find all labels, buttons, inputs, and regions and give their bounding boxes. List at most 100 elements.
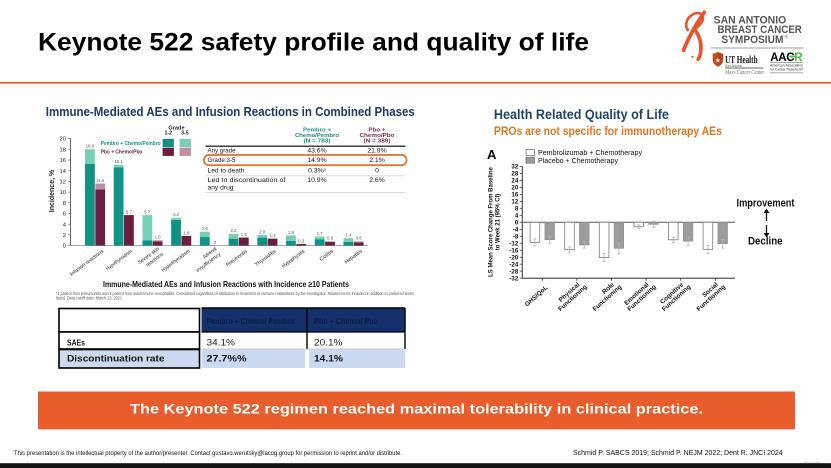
svg-text:1.0: 1.0 xyxy=(155,235,162,240)
svg-text:0: 0 xyxy=(214,240,217,245)
svg-text:24: 24 xyxy=(511,178,518,185)
svg-text:1-2: 1-2 xyxy=(165,131,173,137)
svg-text:PROs are not specific for immu: PROs are not specific for immunotherapy … xyxy=(494,124,722,138)
svg-text:Any grade: Any grade xyxy=(208,148,236,155)
svg-text:4: 4 xyxy=(63,222,67,228)
svg-text:1.8: 1.8 xyxy=(183,230,190,235)
svg-text:EmotionalFunctioning: EmotionalFunctioning xyxy=(622,279,658,313)
svg-text:Hypophysitis: Hypophysitis xyxy=(281,248,307,269)
svg-text:Colitis: Colitis xyxy=(319,248,336,263)
svg-text:American Association: American Association xyxy=(770,64,803,68)
svg-text:-16: -16 xyxy=(509,247,519,254)
svg-text:(N = 783): (N = 783) xyxy=(304,139,331,145)
svg-text:Pneumonitis: Pneumonitis xyxy=(225,248,249,268)
svg-text:14.1%: 14.1% xyxy=(314,353,344,364)
svg-text:Pembro + Chemo/ Pembro: Pembro + Chemo/ Pembro xyxy=(207,316,295,326)
svg-text:-8: -8 xyxy=(513,234,519,241)
svg-text:Adrenalinsufficiency: Adrenalinsufficiency xyxy=(191,246,222,274)
svg-text:SAEs: SAEs xyxy=(67,337,85,347)
svg-text:2.6%: 2.6% xyxy=(369,177,385,184)
svg-text:-4: -4 xyxy=(513,227,519,234)
svg-text:0: 0 xyxy=(63,244,66,250)
svg-text:Placebo + Chemotherapy: Placebo + Chemotherapy xyxy=(538,158,619,165)
svg-text:Immune-Mediated AEs and Infusi: Immune-Mediated AEs and Infusion Reactio… xyxy=(46,104,415,119)
svg-text:AACR: AACR xyxy=(770,52,803,64)
svg-text:SocialFunctioning: SocialFunctioning xyxy=(691,279,727,313)
svg-text:Led to discontinuation of: Led to discontinuation of xyxy=(208,177,286,184)
svg-text:16: 16 xyxy=(511,192,518,199)
svg-text:-12: -12 xyxy=(509,240,519,247)
svg-text:This presentation is the intel: This presentation is the intellectual pr… xyxy=(14,450,402,457)
svg-text:16: 16 xyxy=(60,158,66,164)
svg-text:18: 18 xyxy=(60,147,66,153)
svg-text:2.0: 2.0 xyxy=(259,229,266,234)
svg-text:14: 14 xyxy=(60,169,67,175)
svg-text:6: 6 xyxy=(63,212,66,218)
svg-text:1.3: 1.3 xyxy=(270,233,277,238)
svg-text:5.2: 5.2 xyxy=(173,212,180,217)
svg-text:-20: -20 xyxy=(509,254,519,261)
svg-text:14.9%: 14.9% xyxy=(307,157,326,164)
svg-text:A: A xyxy=(487,147,497,162)
svg-text:RoleFunctioning: RoleFunctioning xyxy=(587,279,623,313)
svg-text:Mays Cancer Center: Mays Cancer Center xyxy=(725,70,764,76)
svg-text:-24: -24 xyxy=(509,261,519,268)
svg-text:UT Health: UT Health xyxy=(725,55,758,66)
svg-text:for Cancer Research®: for Cancer Research® xyxy=(770,68,803,72)
svg-text:2.1%: 2.1% xyxy=(369,157,385,164)
svg-text:Hyperthyroidism: Hyperthyroidism xyxy=(161,249,192,274)
svg-text:0: 0 xyxy=(515,220,519,227)
svg-text:Health Related Quality of Life: Health Related Quality of Life xyxy=(494,107,669,122)
svg-text:Incidence, %: Incidence, % xyxy=(49,169,56,212)
svg-text:5.7: 5.7 xyxy=(126,210,133,215)
svg-text:Pembrolizumab + Chemotherapy: Pembrolizumab + Chemotherapy xyxy=(538,150,642,157)
svg-text:PhysicalFunctioning: PhysicalFunctioning xyxy=(553,279,589,313)
svg-text:28: 28 xyxy=(511,171,518,178)
svg-text:Discontinuation rate: Discontinuation rate xyxy=(67,354,165,364)
svg-text:any drug: any drug xyxy=(208,184,234,191)
svg-text:12: 12 xyxy=(60,180,66,186)
svg-text:32: 32 xyxy=(511,164,518,171)
svg-text:CognitiveFunctioning: CognitiveFunctioning xyxy=(657,279,693,313)
svg-text:27.7%%: 27.7%% xyxy=(207,353,248,364)
svg-text:0.3: 0.3 xyxy=(298,238,305,243)
svg-text:Pbo +: Pbo + xyxy=(369,128,387,134)
svg-text:11.6: 11.6 xyxy=(96,178,105,183)
svg-text:0.8: 0.8 xyxy=(327,236,334,241)
svg-text:SAN ANTONIO: SAN ANTONIO xyxy=(714,14,787,26)
svg-text:10.9%: 10.9% xyxy=(307,177,326,184)
svg-text:4: 4 xyxy=(515,213,519,220)
svg-text:21.9%: 21.9% xyxy=(367,148,386,155)
svg-text:LS Mean Score Change From Base: LS Mean Score Change From Baseline xyxy=(489,166,495,276)
svg-text:Hypothyroidism: Hypothyroidism xyxy=(105,249,134,273)
svg-text:12: 12 xyxy=(511,199,518,206)
svg-text:1.4: 1.4 xyxy=(345,233,352,238)
svg-text:BREAST CANCER: BREAST CANCER xyxy=(718,24,803,36)
svg-text:2: 2 xyxy=(63,233,66,239)
svg-text:Pbo + Chemo/ Pbo: Pbo + Chemo/ Pbo xyxy=(314,316,378,326)
svg-text:Keynote 522 safety profile and: Keynote 522 safety profile and quality o… xyxy=(38,29,589,57)
svg-text:5.7: 5.7 xyxy=(144,210,151,215)
svg-text:(N = 389): (N = 389) xyxy=(364,139,391,145)
svg-text:to Week 21 (95% CI): to Week 21 (95% CI) xyxy=(496,194,502,251)
svg-text:Hepatitis: Hepatitis xyxy=(344,248,364,265)
svg-text:1.5: 1.5 xyxy=(241,232,248,237)
svg-text:18.0: 18.0 xyxy=(86,144,95,149)
svg-text:Led to death: Led to death xyxy=(208,167,245,174)
svg-text:Decline: Decline xyxy=(748,236,783,248)
svg-text:0: 0 xyxy=(375,167,379,174)
svg-text:20: 20 xyxy=(60,137,66,143)
svg-text:Grade 3-5: Grade 3-5 xyxy=(208,157,236,164)
svg-text:1.9: 1.9 xyxy=(288,230,295,235)
svg-text:1.7: 1.7 xyxy=(317,231,324,236)
svg-text:0.8: 0.8 xyxy=(356,236,363,241)
svg-text:Thyroiditis: Thyroiditis xyxy=(254,248,278,268)
svg-text:3-5: 3-5 xyxy=(181,131,189,137)
svg-text:GHS/QoL: GHS/QoL xyxy=(524,284,550,308)
svg-text:*1 patient from pneumonitis an: *1 patient from pneumonitis and 1 patien… xyxy=(56,291,414,296)
svg-text:20.1%: 20.1% xyxy=(314,336,343,347)
svg-text:34.1%: 34.1% xyxy=(207,336,236,347)
svg-text:The Keynote 522 regimen reache: The Keynote 522 regimen reached maximal … xyxy=(130,401,703,417)
svg-text:Improvement: Improvement xyxy=(737,198,795,210)
svg-text:0.3%a: 0.3%a xyxy=(308,166,327,174)
